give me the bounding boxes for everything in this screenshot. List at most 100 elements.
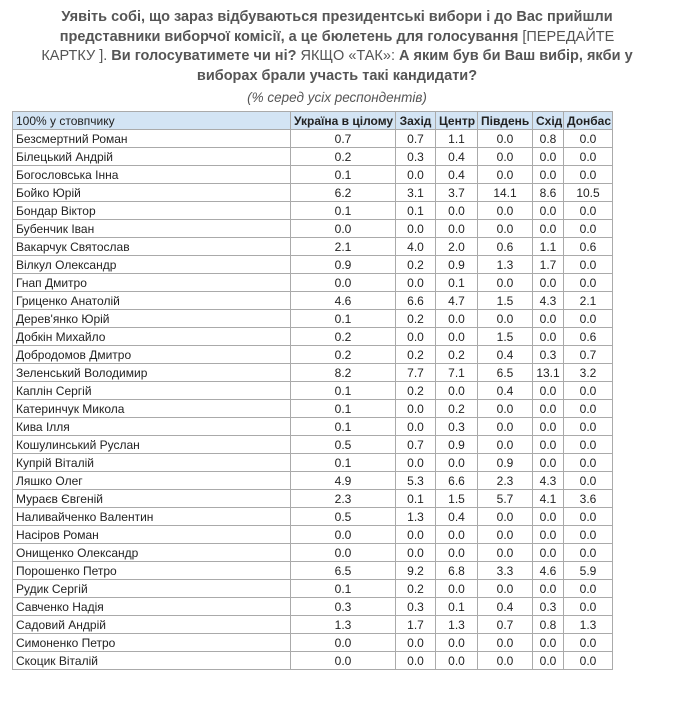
percent-cell: 7.1 xyxy=(435,363,478,382)
percent-cell: 0.2 xyxy=(395,579,436,598)
percent-cell: 2.1 xyxy=(563,291,613,310)
column-header: Центр xyxy=(435,111,478,130)
percent-cell: 0.1 xyxy=(290,579,396,598)
percent-cell: 6.6 xyxy=(395,291,436,310)
percent-cell: 0.0 xyxy=(532,417,564,436)
percent-cell: 6.2 xyxy=(290,183,396,202)
candidate-name: Дерев'янко Юрій xyxy=(12,309,291,328)
column-header: Донбас xyxy=(563,111,613,130)
percent-cell: 0.0 xyxy=(532,507,564,526)
percent-cell: 0.0 xyxy=(395,273,436,292)
percent-cell: 0.1 xyxy=(290,165,396,184)
candidate-name: Гриценко Анатолій xyxy=(12,291,291,310)
percent-cell: 0.0 xyxy=(477,417,533,436)
table-row: Бойко Юрій 6.2 3.1 3.7 14.1 8.6 10.5 xyxy=(12,183,613,202)
percent-cell: 0.7 xyxy=(395,435,436,454)
percent-cell: 0.7 xyxy=(290,129,396,148)
table-row: Гриценко Анатолій 4.6 6.6 4.7 1.5 4.3 2.1 xyxy=(12,291,613,310)
title-text: Уявіть собі, що зараз відбуваються прези… xyxy=(59,9,613,45)
percent-cell: 3.3 xyxy=(477,561,533,580)
percent-cell: 0.0 xyxy=(435,201,478,220)
percent-cell: 0.0 xyxy=(435,651,478,670)
percent-cell: 0.1 xyxy=(395,489,436,508)
title-instruction: [ПЕРЕДАЙТЕ КАРТКУ ]. xyxy=(41,28,615,65)
percent-cell: 0.0 xyxy=(532,381,564,400)
percent-cell: 0.0 xyxy=(435,579,478,598)
percent-cell: 0.0 xyxy=(563,507,613,526)
percent-cell: 0.0 xyxy=(532,579,564,598)
table-row: Вілкул Олександр 0.9 0.2 0.9 1.3 1.7 0.0 xyxy=(12,255,613,274)
percent-cell: 0.1 xyxy=(290,381,396,400)
percent-cell: 0.7 xyxy=(563,345,613,364)
percent-cell: 0.0 xyxy=(477,273,533,292)
percent-cell: 0.0 xyxy=(532,453,564,472)
percent-cell: 0.6 xyxy=(477,237,533,256)
percent-cell: 0.0 xyxy=(532,435,564,454)
percent-cell: 1.7 xyxy=(532,255,564,274)
table-row: Вакарчук Святослав 2.1 4.0 2.0 0.6 1.1 0.6 xyxy=(12,237,613,256)
percent-cell: 0.1 xyxy=(290,453,396,472)
percent-cell: 0.2 xyxy=(290,147,396,166)
column-header: Схід xyxy=(532,111,564,130)
percent-cell: 0.4 xyxy=(435,165,478,184)
candidate-name: Скоцик Віталій xyxy=(12,651,291,670)
percent-cell: 0.4 xyxy=(477,597,533,616)
percent-cell: 0.0 xyxy=(563,201,613,220)
percent-cell: 0.4 xyxy=(477,345,533,364)
percent-cell: 0.2 xyxy=(395,309,436,328)
percent-cell: 0.0 xyxy=(563,129,613,148)
table-row: Наливайченко Валентин 0.5 1.3 0.4 0.0 0.0 0.0 xyxy=(12,507,613,526)
percent-cell: 2.0 xyxy=(435,237,478,256)
percent-cell: 0.0 xyxy=(563,597,613,616)
percent-cell: 1.3 xyxy=(563,615,613,634)
subtitle: (% серед усіх респондентів) xyxy=(247,90,427,105)
percent-cell: 0.0 xyxy=(395,327,436,346)
percent-cell: 0.0 xyxy=(532,273,564,292)
candidate-name: Каплін Сергій xyxy=(12,381,291,400)
percent-cell: 0.0 xyxy=(477,219,533,238)
percent-cell: 0.0 xyxy=(477,633,533,652)
percent-cell: 0.0 xyxy=(477,579,533,598)
percent-cell: 0.0 xyxy=(532,165,564,184)
percent-cell: 6.8 xyxy=(435,561,478,580)
percent-cell: 0.3 xyxy=(290,597,396,616)
title-text: Ви голосуватимете чи ні? xyxy=(111,48,297,64)
candidate-name: Катеринчук Микола xyxy=(12,399,291,418)
percent-cell: 0.9 xyxy=(435,435,478,454)
candidate-name: Рудик Сергій xyxy=(12,579,291,598)
table-row: Добкін Михайло 0.2 0.0 0.0 1.5 0.0 0.6 xyxy=(12,327,613,346)
percent-cell: 0.2 xyxy=(435,399,478,418)
percent-cell: 1.3 xyxy=(435,615,478,634)
percent-cell: 0.0 xyxy=(532,201,564,220)
percent-cell: 0.0 xyxy=(477,651,533,670)
percent-cell: 0.4 xyxy=(435,147,478,166)
percent-cell: 1.1 xyxy=(435,129,478,148)
percent-cell: 0.0 xyxy=(435,543,478,562)
percent-cell: 1.5 xyxy=(477,291,533,310)
page: Уявіть собі, що зараз відбуваються прези… xyxy=(0,8,674,708)
percent-cell: 0.3 xyxy=(532,345,564,364)
table-row: Мураєв Євгеній 2.3 0.1 1.5 5.7 4.1 3.6 xyxy=(12,489,613,508)
percent-cell: 7.7 xyxy=(395,363,436,382)
candidate-name: Купрій Віталій xyxy=(12,453,291,472)
percent-cell: 0.0 xyxy=(532,543,564,562)
percent-cell: 1.5 xyxy=(477,327,533,346)
table-row: Порошенко Петро 6.5 9.2 6.8 3.3 4.6 5.9 xyxy=(12,561,613,580)
candidate-name: Вакарчук Святослав xyxy=(12,237,291,256)
percent-cell: 0.3 xyxy=(395,597,436,616)
percent-cell: 3.6 xyxy=(563,489,613,508)
percent-cell: 0.9 xyxy=(435,255,478,274)
percent-cell: 0.0 xyxy=(477,309,533,328)
candidate-name: Бойко Юрій xyxy=(12,183,291,202)
percent-cell: 0.0 xyxy=(563,255,613,274)
percent-cell: 0.1 xyxy=(435,597,478,616)
candidate-name: Онищенко Олександр xyxy=(12,543,291,562)
percent-cell: 0.0 xyxy=(395,399,436,418)
percent-cell: 0.0 xyxy=(290,219,396,238)
percent-cell: 4.0 xyxy=(395,237,436,256)
question-title: Уявіть собі, що зараз відбуваються прези… xyxy=(37,8,637,86)
candidate-name: Зеленський Володимир xyxy=(12,363,291,382)
percent-cell: 4.3 xyxy=(532,471,564,490)
percent-cell: 0.1 xyxy=(290,201,396,220)
percent-cell: 0.6 xyxy=(563,237,613,256)
